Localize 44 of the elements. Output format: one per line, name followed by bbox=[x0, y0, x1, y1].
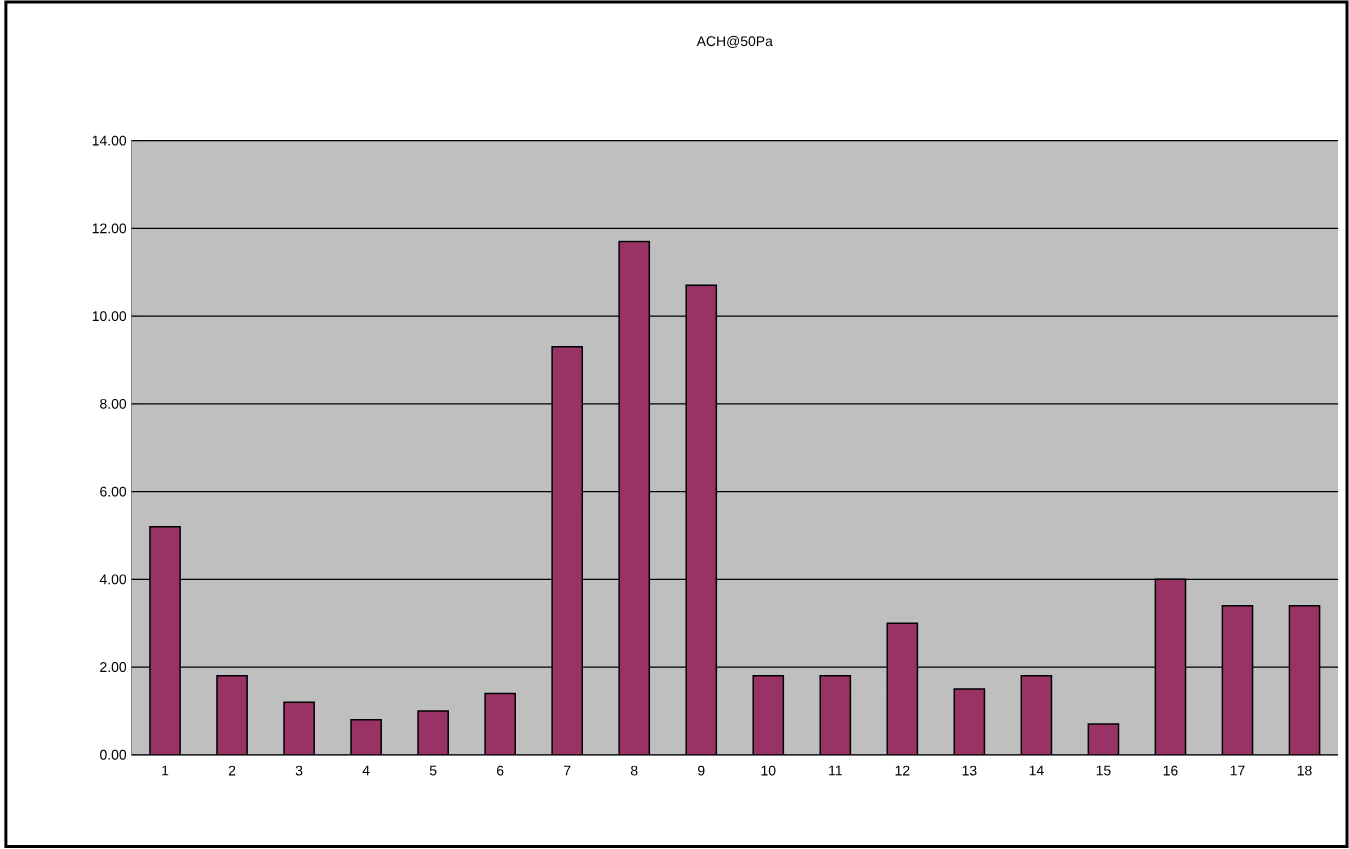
x-tick-label: 9 bbox=[698, 765, 705, 776]
x-tick-label: 6 bbox=[497, 765, 504, 776]
y-tick-label: 10.00 bbox=[92, 311, 127, 322]
bar bbox=[1154, 578, 1187, 756]
x-tick-label: 11 bbox=[829, 765, 842, 776]
bar bbox=[1020, 675, 1053, 756]
bar bbox=[1221, 605, 1254, 756]
bar bbox=[484, 692, 516, 756]
x-tick-label: 4 bbox=[362, 765, 370, 776]
bar bbox=[819, 675, 852, 756]
y-tick-label: 0.00 bbox=[100, 750, 127, 760]
bar bbox=[1087, 723, 1120, 756]
x-tick-label: 2 bbox=[228, 765, 236, 776]
bar bbox=[283, 701, 315, 756]
y-tick-label: 12.00 bbox=[92, 223, 127, 234]
bar bbox=[886, 622, 919, 756]
x-tick-label: 3 bbox=[295, 765, 303, 776]
x-tick-label: 15 bbox=[1096, 765, 1111, 776]
y-tick-label: 14.00 bbox=[92, 135, 127, 146]
y-tick-label: 2.00 bbox=[100, 662, 127, 673]
x-tick-label: 18 bbox=[1297, 765, 1312, 776]
x-tick-label: 16 bbox=[1163, 765, 1178, 776]
bar bbox=[1288, 605, 1321, 756]
x-tick-label: 13 bbox=[962, 765, 977, 776]
x-tick-label: 7 bbox=[564, 765, 571, 776]
y-tick-label: 4.00 bbox=[99, 574, 127, 585]
bar bbox=[953, 688, 986, 756]
x-tick-label: 14 bbox=[1029, 765, 1044, 776]
x-tick-label: 10 bbox=[761, 765, 776, 776]
bar bbox=[216, 675, 248, 756]
bar bbox=[350, 719, 382, 756]
x-tick-label: 5 bbox=[429, 765, 437, 776]
x-tick-label: 17 bbox=[1230, 765, 1245, 776]
bar bbox=[551, 346, 584, 756]
y-tick-label: 6.00 bbox=[100, 486, 127, 497]
x-tick-label: 8 bbox=[630, 765, 638, 776]
bar bbox=[618, 240, 651, 756]
x-tick-label: 12 bbox=[895, 765, 910, 776]
bar bbox=[685, 284, 718, 756]
bar bbox=[149, 526, 181, 756]
bar bbox=[752, 675, 785, 756]
x-tick-label: 1 bbox=[162, 765, 169, 776]
chart-title: ACH@50Pa bbox=[696, 36, 773, 49]
y-tick-label: 8.00 bbox=[100, 399, 127, 409]
